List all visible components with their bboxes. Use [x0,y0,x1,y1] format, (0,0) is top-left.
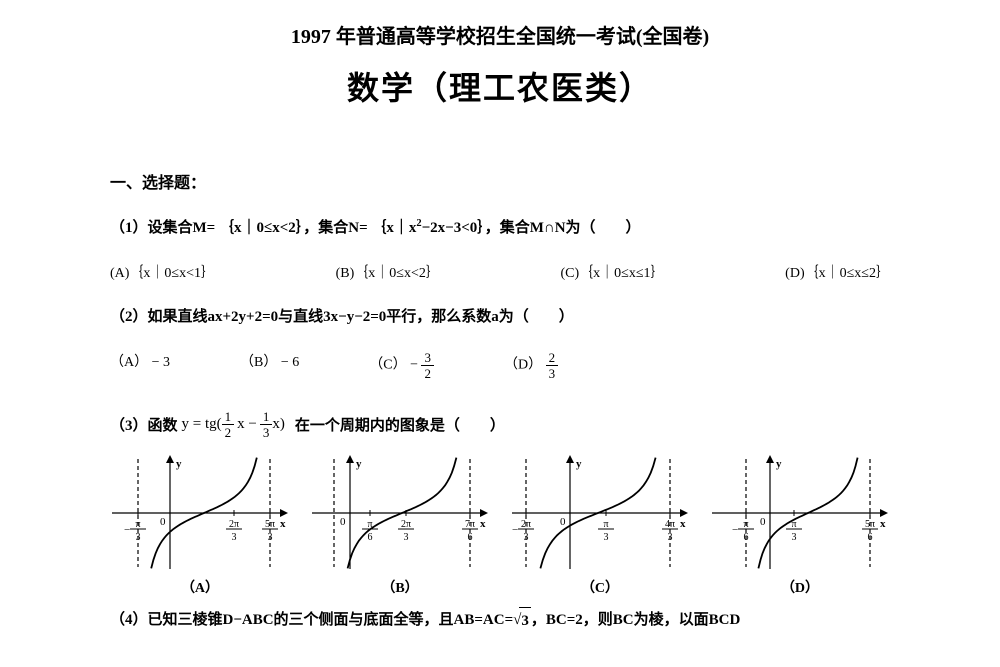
svg-text:2π: 2π [401,519,411,530]
q1-choice-d: (D)｛x｜0≤x≤2｝ [785,262,890,282]
q4-pre: （4）已知三棱锥D−ABC的三个侧面与底面全等，且AB=AC= [110,612,513,628]
svg-text:x: x [280,518,286,530]
svg-text:6: 6 [744,532,749,543]
svg-text:6: 6 [868,532,873,543]
q3-yeq: y = tg( [182,416,222,433]
svg-text:−: − [512,524,518,536]
q2-d-den: 3 [546,366,559,380]
svg-text:−: − [124,524,130,536]
q3-f2n: 1 [260,410,273,425]
q1-choices: (A)｛x｜0≤x<1｝ (B)｛x｜0≤x<2｝ (C)｛x｜0≤x≤1｝ (… [110,262,890,282]
exam-header: 1997 年普通高等学校招生全国统一考试(全国卷) [100,20,900,49]
svg-text:0: 0 [340,516,346,528]
q2-d-frac: 23 [546,351,559,380]
svg-text:π: π [135,519,140,530]
q2-choice-b: （B） − 6 [240,351,299,380]
exam-title: 数学（理工农医类） [100,63,900,109]
q1-prompt-post: −2x−3<0｝，集合M∩N为（ ） [422,220,641,236]
q3-f1d: 2 [222,425,235,439]
svg-text:π: π [367,519,372,530]
question-2: （2）如果直线ax+2y+2=0与直线3x−y−2=0平行，那么系数a为（ ） [110,304,900,331]
q2-c-den: 2 [421,366,434,380]
q3-post: 在一个周期内的图象是（ ） [295,414,505,435]
graph-b: y x 0 π 6 2π 3 7π 6 [310,453,490,573]
q2-choice-a: （A） − 3 [110,351,170,380]
svg-text:y: y [576,458,582,470]
svg-text:3: 3 [668,532,673,543]
svg-text:2π: 2π [521,519,531,530]
q2-choice-d: （D） 23 [504,351,558,380]
svg-text:x: x [680,518,686,530]
graph-c-box: yx02π3−π34π3 （C） [510,453,690,597]
question-1: （1）设集合M= ｛x｜0≤x<2｝，集合N= ｛x｜x2−2x−3<0｝，集合… [110,215,900,242]
q4-sqrt: √3 [513,607,531,635]
q2-c-label: （C） − [369,358,418,373]
q3-frac2: 13 [260,410,273,439]
svg-text:6: 6 [468,532,473,543]
q2-d-num: 2 [546,351,559,366]
svg-text:3: 3 [792,532,797,543]
svg-text:4π: 4π [665,519,675,530]
svg-text:π: π [791,519,796,530]
q3-mid1: x − [237,416,257,433]
q3-f2d: 3 [260,425,273,439]
graph-d-label: （D） [781,577,819,597]
svg-text:π: π [603,519,608,530]
svg-text:3: 3 [524,532,529,543]
svg-text:5π: 5π [865,519,875,530]
svg-text:2π: 2π [229,519,239,530]
q2-choice-c: （C） − 32 [369,351,434,380]
q1-choice-b: (B)｛x｜0≤x<2｝ [336,262,440,282]
graph-a: yx0π3−2π35π3 [110,453,290,573]
svg-text:y: y [176,458,182,470]
q1-choice-a: (A)｛x｜0≤x<1｝ [110,262,215,282]
q3-graphs: yx0π3−2π35π3 （A） yx0π62π37π6 （B） yx02π3−… [110,453,890,597]
graph-b-box: y x 0 π 6 2π 3 7π 6 （B） [310,453,490,597]
q4-post: ，BC=2，则BC为棱，以面BCD [531,612,740,628]
question-4: （4）已知三棱锥D−ABC的三个侧面与底面全等，且AB=AC=√3，BC=2，则… [110,607,900,635]
svg-text:y: y [776,458,782,470]
graph-b-label: （B） [381,577,418,597]
q3-f1n: 1 [222,410,235,425]
svg-text:x: x [880,518,886,530]
svg-text:3: 3 [404,532,409,543]
q1-prompt-pre: （1）设集合M= ｛x｜0≤x<2｝，集合N= ｛x｜x [110,220,416,236]
graph-d: yx0π6−π35π6 [710,453,890,573]
svg-text:3: 3 [136,532,141,543]
svg-text:3: 3 [268,532,273,543]
q3-frac1: 12 [222,410,235,439]
q2-c-frac: 32 [421,351,434,380]
svg-text:x: x [480,518,486,530]
section-heading: 一、选择题： [110,169,900,193]
q3-formula: y = tg( 12 x − 13 x) [182,410,285,439]
svg-text:5π: 5π [265,519,275,530]
svg-text:0: 0 [760,516,766,528]
svg-text:π: π [743,519,748,530]
svg-text:−: − [732,524,738,536]
q4-sqrt-arg: 3 [519,607,531,635]
q2-d-label: （D） [504,358,542,373]
graph-d-box: yx0π6−π35π6 （D） [710,453,890,597]
graph-a-box: yx0π3−2π35π3 （A） [110,453,290,597]
svg-text:6: 6 [368,532,373,543]
q2-choices: （A） − 3 （B） − 6 （C） − 32 （D） 23 [110,351,900,380]
svg-text:7π: 7π [465,519,475,530]
q2-c-num: 3 [421,351,434,366]
graph-c: yx02π3−π34π3 [510,453,690,573]
svg-text:3: 3 [604,532,609,543]
q1-choice-c: (C)｛x｜0≤x≤1｝ [561,262,665,282]
graph-c-label: （C） [581,577,619,597]
question-3: （3）函数 y = tg( 12 x − 13 x) 在一个周期内的图象是（ ） [110,410,900,439]
svg-text:0: 0 [160,516,166,528]
graph-a-label: （A） [181,577,219,597]
svg-text:0: 0 [560,516,566,528]
q3-pre: （3）函数 [110,414,178,435]
svg-text:y: y [356,458,362,470]
q3-mid2: x) [272,416,285,433]
svg-text:3: 3 [232,532,237,543]
